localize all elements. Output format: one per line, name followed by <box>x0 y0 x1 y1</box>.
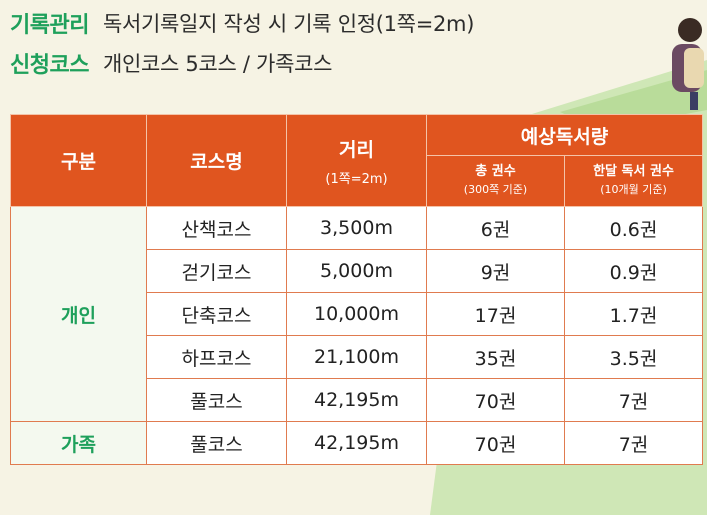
header-course: 코스명 <box>146 114 287 207</box>
header-expected: 예상독서량 <box>426 114 703 156</box>
table-row: 걷기코스 5,000m 9권 0.9권 <box>11 249 703 293</box>
cell-distance: 42,195m <box>286 378 427 422</box>
cell-distance: 3,500m <box>286 206 427 250</box>
cell-distance: 21,100m <box>286 335 427 379</box>
info-tag-apply: 신청코스 <box>10 53 89 78</box>
cell-distance: 5,000m <box>286 249 427 293</box>
cell-total: 70권 <box>426 378 565 422</box>
cell-monthly: 1.7권 <box>564 292 703 336</box>
cell-monthly: 3.5권 <box>564 335 703 379</box>
cell-monthly: 7권 <box>564 421 703 465</box>
header-distance-sub: (1쪽=2m) <box>325 171 388 187</box>
table-row: 풀코스 42,195m 70권 7권 <box>11 378 703 422</box>
cell-total: 35권 <box>426 335 565 379</box>
table-row: 개인 산책코스 3,500m 6권 0.6권 <box>10 206 703 422</box>
course-table: 구분 코스명 거리 (1쪽=2m) 예상독서량 총 권수 (300쪽 기준) 한… <box>10 114 703 465</box>
header-monthly-books-sub: (10개월 기준) <box>600 183 667 196</box>
cell-course: 풀코스 <box>146 378 287 422</box>
table-row: 하프코스 21,100m 35권 3.5권 <box>11 335 703 379</box>
group-label-individual: 개인 <box>10 206 147 422</box>
cell-course: 단축코스 <box>146 292 287 336</box>
cell-distance: 42,195m <box>286 421 427 465</box>
header-total-books-label: 총 권수 <box>475 164 516 179</box>
header-total-books: 총 권수 (300쪽 기준) <box>426 155 565 207</box>
info-row-apply: 신청코스 개인코스 5코스 / 가족코스 <box>10 47 332 79</box>
info-text-record: 독서기록일지 작성 시 기록 인정(1쪽=2m) <box>102 12 475 36</box>
cell-monthly: 7권 <box>564 378 703 422</box>
info-row-record: 기록관리 독서기록일지 작성 시 기록 인정(1쪽=2m) <box>10 7 474 39</box>
header-group: 구분 <box>10 114 147 207</box>
cell-total: 17권 <box>426 292 565 336</box>
info-tag-record: 기록관리 <box>10 13 89 38</box>
cell-course: 하프코스 <box>146 335 287 379</box>
reader-figure-illustration <box>672 18 704 110</box>
header-monthly-books: 한달 독서 권수 (10개월 기준) <box>564 155 703 207</box>
table-row: 단축코스 10,000m 17권 1.7권 <box>11 292 703 336</box>
cell-course: 산책코스 <box>146 206 287 250</box>
table-row: 가족 풀코스 42,195m 70권 7권 <box>10 421 703 465</box>
cell-distance: 10,000m <box>286 292 427 336</box>
cell-total: 9권 <box>426 249 565 293</box>
cell-total: 6권 <box>426 206 565 250</box>
cell-course: 풀코스 <box>146 421 287 465</box>
header-monthly-books-label: 한달 독서 권수 <box>593 164 674 179</box>
header-total-books-sub: (300쪽 기준) <box>463 183 528 196</box>
header-distance-label: 거리 <box>339 138 374 161</box>
cell-monthly: 0.9권 <box>564 249 703 293</box>
cell-monthly: 0.6권 <box>564 206 703 250</box>
cell-course: 걷기코스 <box>146 249 287 293</box>
cell-total: 70권 <box>426 421 565 465</box>
info-text-apply: 개인코스 5코스 / 가족코스 <box>102 52 333 76</box>
group-label-family: 가족 <box>10 421 147 465</box>
header-distance: 거리 (1쪽=2m) <box>286 114 427 207</box>
